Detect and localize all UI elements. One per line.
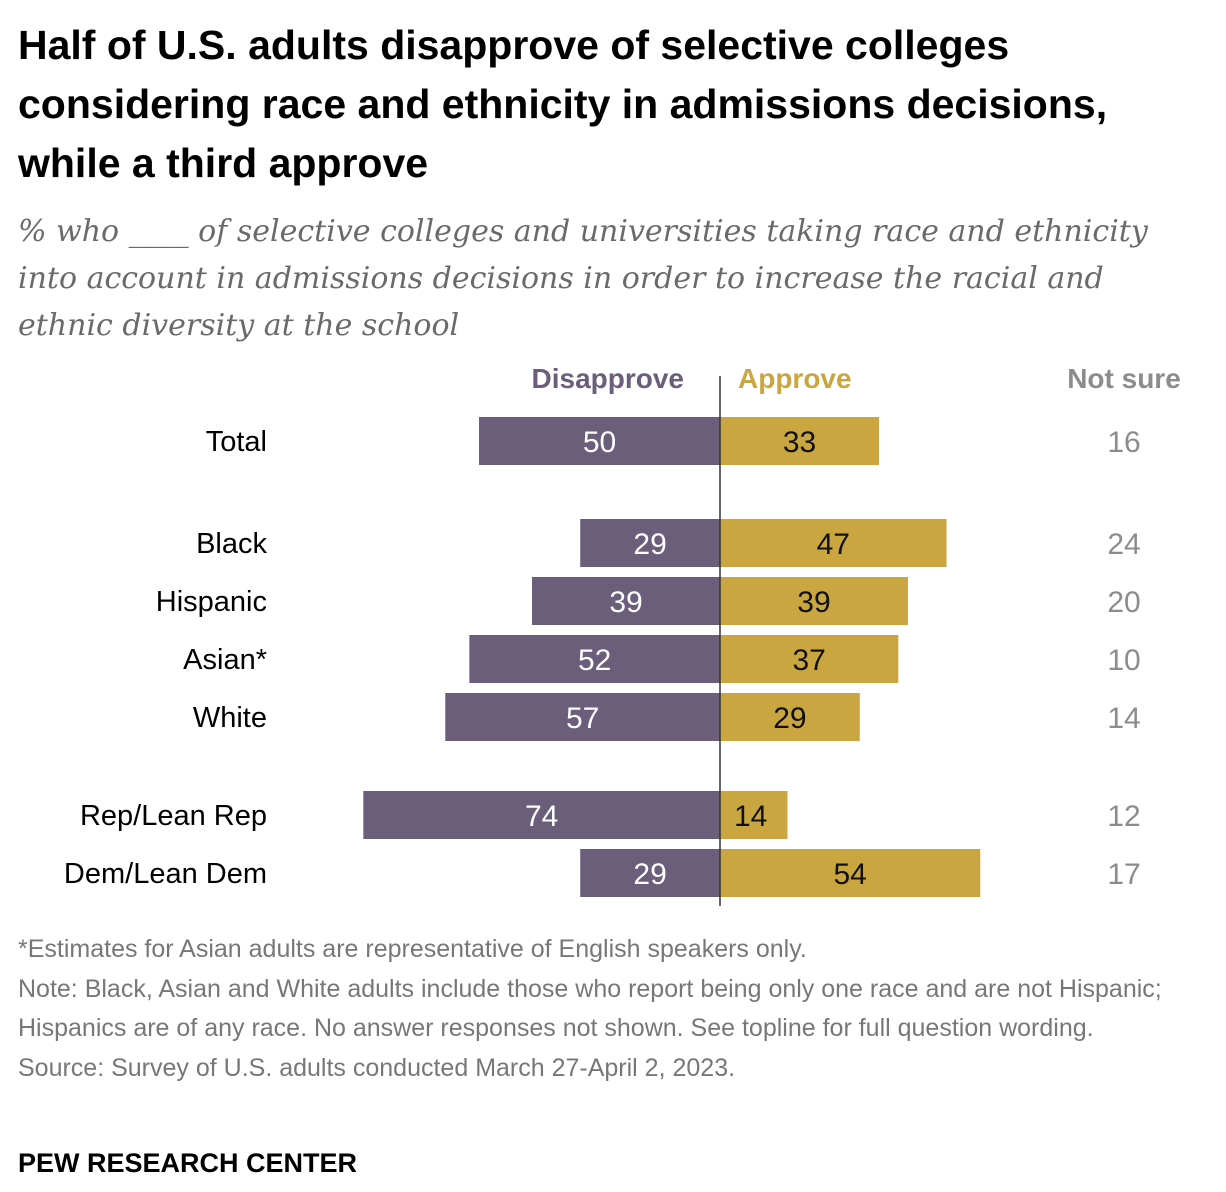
bar-approve (720, 635, 899, 683)
data-label-not-sure: 24 (1107, 528, 1140, 561)
bar-disapprove (445, 693, 720, 741)
data-label-approve: 39 (797, 586, 830, 619)
data-label-not-sure: 16 (1107, 426, 1140, 459)
category-label: White (193, 702, 267, 734)
legend-not-sure: Not sure (1067, 363, 1181, 394)
data-label-approve: 14 (734, 800, 767, 833)
bar-approve (720, 791, 788, 839)
data-label-approve: 29 (773, 702, 806, 735)
category-label: Total (206, 426, 267, 458)
brand-logo-text: PEW RESEARCH CENTER (18, 1148, 358, 1178)
data-label-disapprove: 29 (633, 858, 666, 891)
data-label-not-sure: 14 (1107, 702, 1140, 735)
data-label-disapprove: 74 (525, 800, 558, 833)
bar-disapprove (469, 635, 720, 683)
bar-approve (720, 693, 860, 741)
data-label-not-sure: 10 (1107, 644, 1140, 677)
bar-approve (720, 577, 908, 625)
data-label-disapprove: 50 (583, 426, 616, 459)
category-label: Dem/Lean Dem (64, 858, 267, 890)
data-label-not-sure: 12 (1107, 800, 1140, 833)
bar-approve (720, 849, 981, 897)
bar-approve (720, 519, 947, 567)
data-label-approve: 47 (817, 528, 850, 561)
legend-approve: Approve (738, 363, 852, 394)
note-text: Note: Black, Asian and White adults incl… (18, 974, 1162, 1043)
data-label-disapprove: 52 (578, 644, 611, 677)
bar-disapprove (580, 519, 720, 567)
legend-disapprove: Disapprove (532, 363, 685, 394)
chart-footer: *Estimates for Asian adults are represen… (18, 930, 1213, 1088)
chart-title: Half of U.S. adults disapprove of select… (18, 22, 1108, 186)
data-label-approve: 54 (833, 858, 866, 891)
diverging-bar-chart: Disapprove Approve Not sure Total 50 33 16 Blac… (64, 363, 1181, 906)
data-label-disapprove: 29 (633, 528, 666, 561)
asterisk-note: *Estimates for Asian adults are represen… (18, 935, 807, 963)
source-text: Source: Survey of U.S. adults conducted … (18, 1053, 736, 1082)
data-label-disapprove: 39 (609, 586, 642, 619)
category-label: Asian* (183, 644, 267, 676)
category-label: Black (196, 528, 267, 560)
bar-disapprove (363, 791, 720, 839)
category-label: Rep/Lean Rep (80, 800, 267, 832)
category-label: Hispanic (156, 586, 267, 618)
data-label-approve: 37 (792, 644, 825, 677)
bar-disapprove (580, 849, 720, 897)
data-label-disapprove: 57 (566, 702, 599, 735)
data-label-not-sure: 17 (1107, 858, 1140, 891)
bar-disapprove (532, 577, 720, 625)
data-label-not-sure: 20 (1107, 586, 1140, 619)
bar-disapprove (479, 417, 720, 465)
data-label-approve: 33 (783, 426, 816, 459)
chart-subtitle: % who ____ of selective colleges and uni… (18, 214, 1148, 343)
bar-approve (720, 417, 880, 465)
